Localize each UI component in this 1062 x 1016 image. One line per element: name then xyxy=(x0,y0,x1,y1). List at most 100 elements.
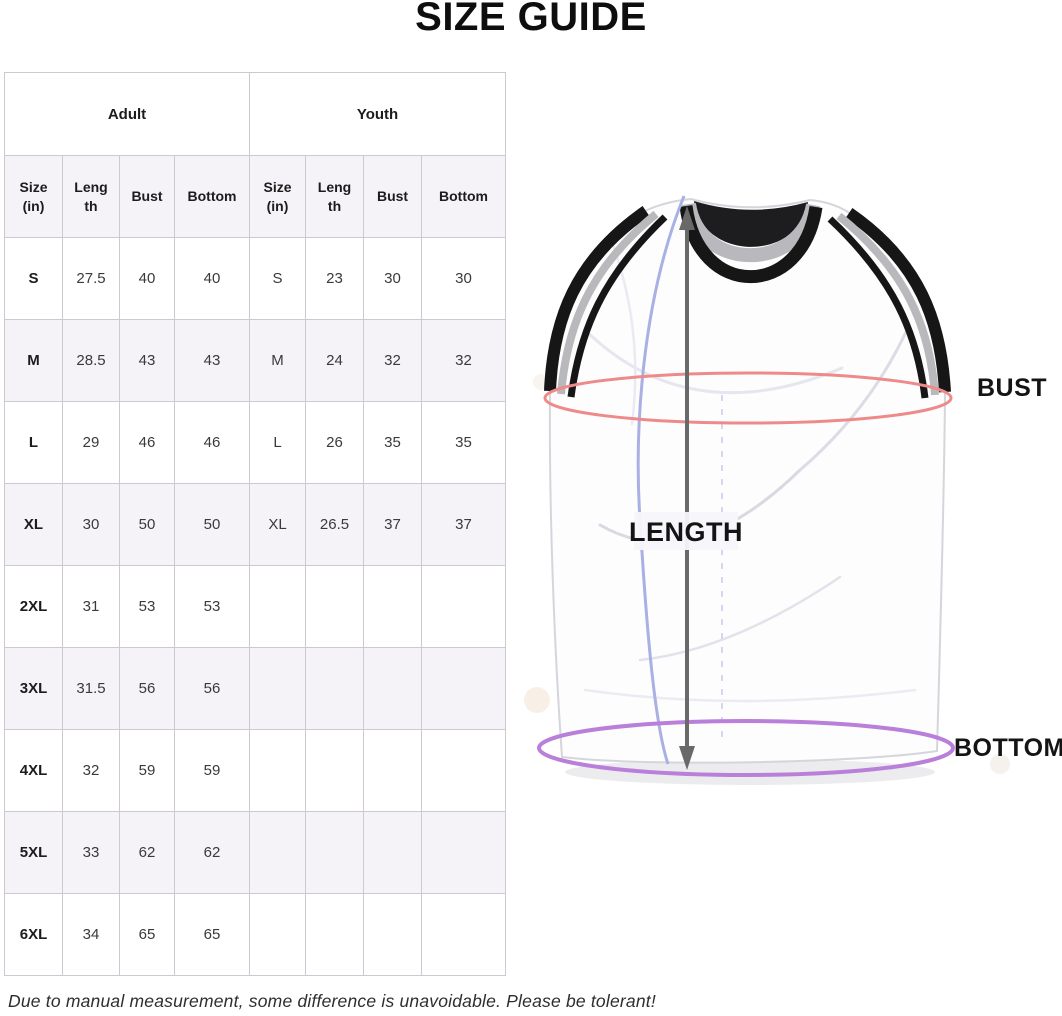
table-cell: 56 xyxy=(119,647,175,730)
size-cell xyxy=(249,647,307,730)
table-cell xyxy=(421,729,507,812)
left-armhole-trim xyxy=(544,206,668,398)
neck-trim-black xyxy=(679,205,823,284)
table-cell: 24 xyxy=(305,319,365,402)
table-cell: 28.5 xyxy=(62,319,120,402)
size-table: Adult Youth Size (in) Length Bust Bottom Siz… xyxy=(3,72,507,976)
table-cell: 40 xyxy=(119,237,175,320)
table-row: M 28.5 43 43 M 24 32 32 xyxy=(4,319,507,402)
column-header: Bottom xyxy=(421,155,507,238)
table-cell: 46 xyxy=(173,401,251,484)
size-cell xyxy=(249,729,307,812)
table-cell: 23 xyxy=(305,237,365,320)
table-cell: 30 xyxy=(62,483,120,566)
table-cell xyxy=(421,647,507,730)
table-row: 2XL 31 53 53 xyxy=(4,565,507,648)
size-cell: S xyxy=(249,237,307,320)
table-cell xyxy=(305,729,365,812)
table-row: 6XL 34 65 65 xyxy=(4,893,507,976)
table-cell xyxy=(421,893,507,976)
table-cell: 35 xyxy=(421,401,507,484)
table-cell: 33 xyxy=(62,811,120,894)
table-cell: 46 xyxy=(119,401,175,484)
table-cell: 62 xyxy=(173,811,251,894)
table-cell: 32 xyxy=(363,319,423,402)
table-cell xyxy=(421,565,507,648)
size-cell: XL xyxy=(249,483,307,566)
column-header: Bust xyxy=(119,155,175,238)
table-cell xyxy=(305,893,365,976)
table-row: S 27.5 40 40 S 23 30 30 xyxy=(4,237,507,320)
bust-measure-line xyxy=(543,371,953,425)
size-cell: 3XL xyxy=(4,647,63,730)
size-cell: M xyxy=(4,319,63,402)
table-cell: 29 xyxy=(62,401,120,484)
footer-note: Due to manual measurement, some differen… xyxy=(8,991,656,1011)
table-cell: 53 xyxy=(173,565,251,648)
table-cell: 43 xyxy=(119,319,175,402)
table-cell: 50 xyxy=(173,483,251,566)
smudge xyxy=(524,687,550,713)
neck-opening xyxy=(694,201,808,247)
table-cell: 65 xyxy=(173,893,251,976)
column-header: Bust xyxy=(363,155,423,238)
size-cell: L xyxy=(249,401,307,484)
table-cell: 32 xyxy=(421,319,507,402)
size-cell: 5XL xyxy=(4,811,63,894)
bottom-measure-line xyxy=(537,719,955,777)
size-cell xyxy=(249,811,307,894)
table-cell: 31.5 xyxy=(62,647,120,730)
table-cell: 37 xyxy=(363,483,423,566)
length-label: LENGTH xyxy=(629,517,743,547)
group-header-row: Adult Youth xyxy=(3,72,507,156)
table-cell: 40 xyxy=(173,237,251,320)
size-cell xyxy=(249,565,307,648)
table-row: 4XL 32 59 59 xyxy=(4,729,507,812)
size-cell: XL xyxy=(4,483,63,566)
column-header: Size (in) xyxy=(4,155,63,238)
length-arrow xyxy=(679,206,695,770)
smudge xyxy=(990,754,1010,774)
table-cell xyxy=(305,811,365,894)
table-cell: 50 xyxy=(119,483,175,566)
column-header: Bottom xyxy=(173,155,251,238)
table-cell: 35 xyxy=(363,401,423,484)
size-cell: 6XL xyxy=(4,893,63,976)
table-cell: 30 xyxy=(421,237,507,320)
hem-shadow xyxy=(565,759,935,785)
table-cell: 56 xyxy=(173,647,251,730)
group-header-youth: Youth xyxy=(249,72,507,156)
table-cell xyxy=(363,729,423,812)
column-header: Length xyxy=(62,155,120,238)
bottom-label: BOTTOM xyxy=(954,734,1062,762)
table-cell: 27.5 xyxy=(62,237,120,320)
length-label-bg xyxy=(634,512,738,550)
group-header-adult: Adult xyxy=(3,72,251,156)
table-cell: 53 xyxy=(119,565,175,648)
column-header: Length xyxy=(305,155,365,238)
table-row: 3XL 31.5 56 56 xyxy=(4,647,507,730)
table-cell: 31 xyxy=(62,565,120,648)
table-cell: 65 xyxy=(119,893,175,976)
jersey-diagram: LENGTH BUST BOTTOM xyxy=(520,100,1062,840)
table-cell: 26 xyxy=(305,401,365,484)
column-header-row: Size (in) Length Bust Bottom Size (in) Length… xyxy=(4,155,507,238)
table-cell xyxy=(363,647,423,730)
bust-label: BUST xyxy=(977,374,1047,402)
table-cell xyxy=(363,565,423,648)
table-cell: 43 xyxy=(173,319,251,402)
right-armhole-trim xyxy=(827,208,951,399)
size-cell: 4XL xyxy=(4,729,63,812)
size-cell xyxy=(249,893,307,976)
table-row: 5XL 33 62 62 xyxy=(4,811,507,894)
table-row: XL 30 50 50 XL 26.5 37 37 xyxy=(4,483,507,566)
table-cell xyxy=(421,811,507,894)
table-cell: 59 xyxy=(119,729,175,812)
table-cell: 62 xyxy=(119,811,175,894)
table-cell xyxy=(363,893,423,976)
size-cell: 2XL xyxy=(4,565,63,648)
page-title: SIZE GUIDE xyxy=(415,0,647,39)
size-cell: S xyxy=(4,237,63,320)
table-cell: 37 xyxy=(421,483,507,566)
table-cell xyxy=(305,565,365,648)
